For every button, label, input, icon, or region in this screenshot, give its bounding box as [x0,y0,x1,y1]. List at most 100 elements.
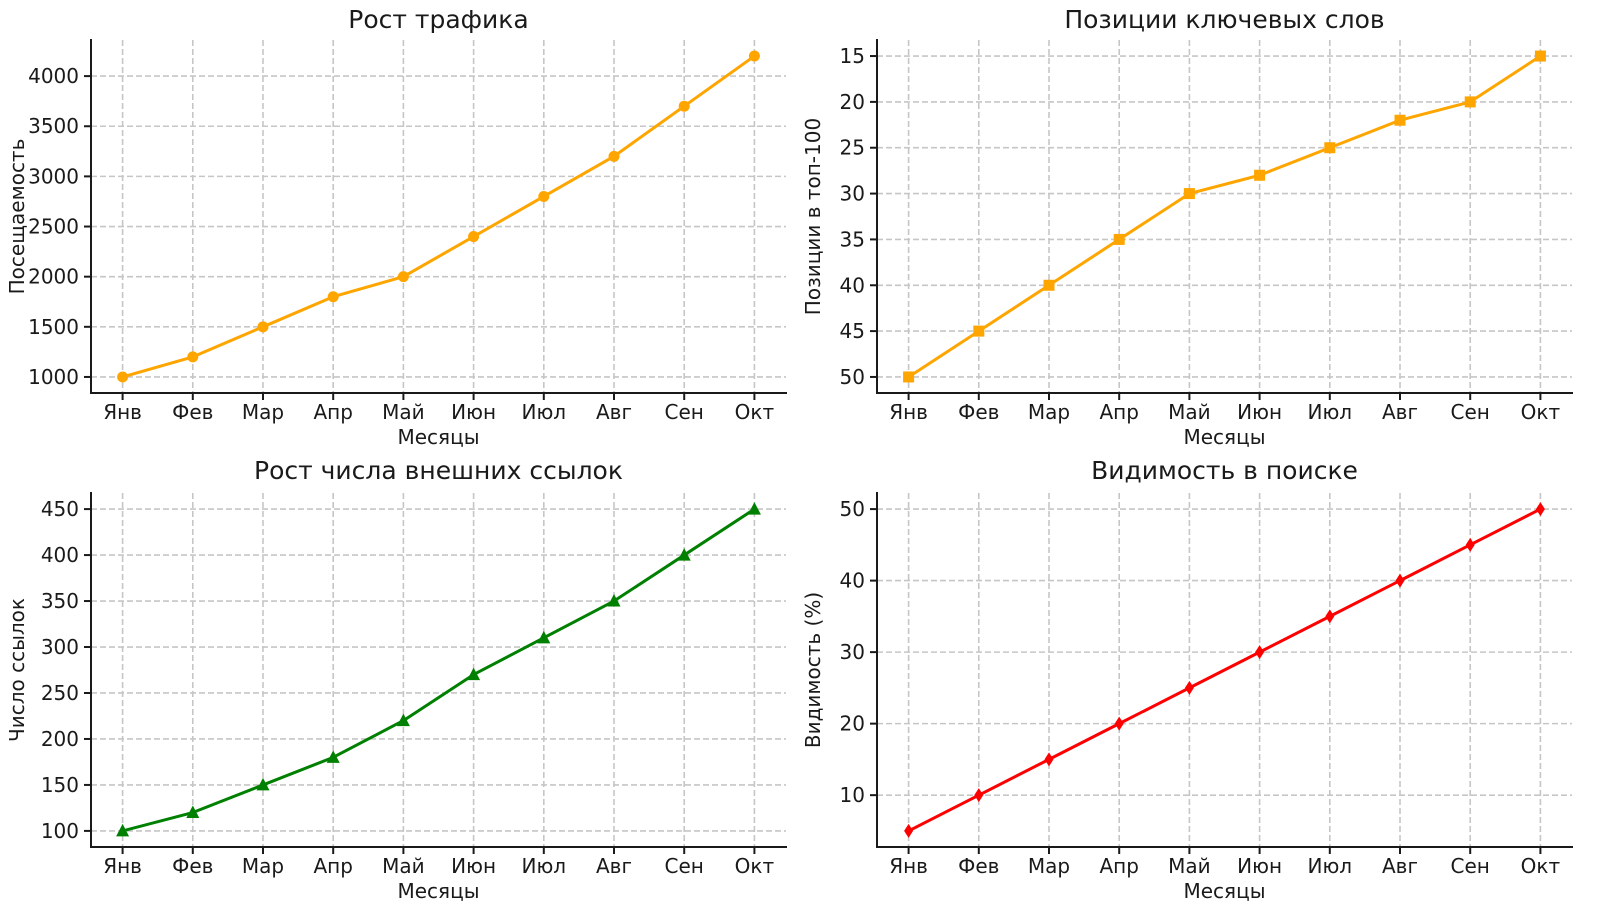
diamond-marker [1395,573,1405,588]
y-tick-label: 1500 [28,315,79,339]
y-tick-label: 250 [41,681,79,705]
y-tick-label: 4000 [28,64,79,88]
triangle-marker [326,750,340,763]
chart-title: Видимость в поиске [1091,456,1358,485]
x-axis-label: Месяцы [398,879,480,903]
y-tick-label: 50 [840,497,865,521]
square-marker [1464,96,1476,108]
y-tick-label: 450 [41,497,79,521]
x-tick-label: Июн [1237,400,1282,424]
y-tick-label: 200 [41,727,79,751]
data-line-backlinks-growth [121,507,756,833]
y-tick-label: 400 [41,543,79,567]
x-axis-label: Месяцы [398,425,480,449]
search-visibility-plot: Янв Фев Мар Апр Май Июн Июл Авг Сен Окт 10 20 30 40 50… [801,456,1573,903]
y-tick-label: 100 [41,819,79,843]
tick-marks [870,55,1542,400]
y-tick-label: 10 [840,783,865,807]
chart-search-visibility: Янв Фев Мар Апр Май Июн Июл Авг Сен Окт 10 20 30 40 50… [800,455,1600,909]
circle-marker [397,271,409,283]
y-axis-label: Видимость (%) [801,592,825,748]
axes-spines [876,39,1573,394]
circle-marker [678,100,690,112]
x-tick-label: Май [382,854,425,878]
y-tick-label: 150 [41,773,79,797]
x-tick-label: Июл [522,854,567,878]
triangle-marker [256,777,270,791]
x-tick-label: Фев [172,400,213,424]
y-tick-label: 40 [840,273,865,297]
axes-spines [90,492,787,848]
y-tick-label: 35 [840,227,865,251]
square-marker [1254,169,1266,181]
y-axis-label: Посещаемость [5,139,29,295]
circle-marker [327,291,339,303]
y-tick-label: 20 [840,90,865,114]
x-tick-label: Окт [1521,854,1561,878]
x-tick-label: Мар [1028,854,1070,878]
x-tick-label: Июл [1308,854,1353,878]
data-markers-traffic-growth [117,50,760,383]
y-tick-label: 350 [41,589,79,613]
x-tick-label: Мар [242,854,284,878]
x-tick-label: Апр [1099,400,1138,424]
x-tick-label: Мар [242,400,284,424]
diamond-marker [1114,716,1124,731]
circle-marker [257,321,269,333]
x-tick-label: Янв [103,400,142,424]
x-tick-label: Май [1168,854,1211,878]
x-tick-label: Апр [1099,854,1138,878]
grid [91,493,786,847]
tick-marks [84,508,756,854]
diamond-marker [1325,609,1335,624]
circle-marker [748,50,760,62]
x-tick-label: Авг [1382,400,1418,424]
y-tick-label: 2500 [28,215,79,239]
x-tick-label: Янв [103,854,142,878]
square-marker [973,325,985,337]
square-marker [1324,142,1336,154]
x-tick-label: Янв [889,400,928,424]
x-tick-label: Сен [665,854,704,878]
diamond-marker [1535,502,1545,517]
x-tick-label: Мар [1028,400,1070,424]
diamond-marker [904,823,914,838]
x-tick-label: Сен [665,400,704,424]
x-tick-label: Июл [1308,400,1353,424]
circle-marker [608,150,620,162]
y-tick-label: 20 [840,712,865,736]
square-marker [1534,50,1546,62]
diamond-marker [1255,645,1265,660]
triangle-marker [467,667,481,681]
y-axis-label: Позиции в топ-100 [801,118,825,315]
x-tick-label: Фев [958,854,999,878]
x-tick-label: Авг [596,400,632,424]
x-tick-label: Июл [522,400,567,424]
data-line-keyword-positions [907,54,1542,379]
triangle-marker [116,823,130,837]
keyword-positions-plot: Янв Фев Мар Апр Май Июн Июл Авг Сен Окт 15 20 25 30 35… [801,5,1573,449]
x-tick-label: Окт [735,854,775,878]
x-tick-label: Сен [1451,400,1490,424]
chart-title: Рост числа внешних ссылок [254,456,623,485]
circle-marker [187,351,199,363]
x-tick-label: Июн [451,400,496,424]
y-tick-label: 2000 [28,265,79,289]
data-markers-search-visibility [904,502,1545,838]
diamond-marker [1465,537,1475,552]
circle-marker [468,231,480,243]
diamond-marker [974,788,984,803]
circle-marker [538,190,550,202]
data-markers-backlinks-growth [116,502,761,837]
square-marker [1043,279,1055,291]
x-tick-label: Май [382,400,425,424]
x-tick-label: Май [1168,400,1211,424]
y-tick-label: 1000 [28,365,79,389]
x-tick-label: Фев [172,854,213,878]
triangle-marker [186,805,200,819]
y-tick-label: 25 [840,136,865,160]
y-tick-label: 30 [840,640,865,664]
triangle-marker [677,548,691,561]
data-line-traffic-growth [121,54,756,379]
